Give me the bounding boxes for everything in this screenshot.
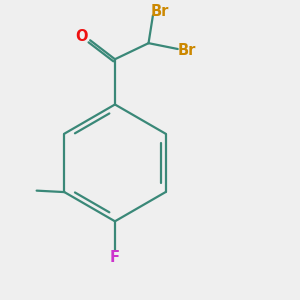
Text: F: F: [110, 250, 120, 265]
Text: O: O: [76, 29, 88, 44]
Text: Br: Br: [177, 43, 196, 58]
Text: Br: Br: [151, 4, 170, 19]
